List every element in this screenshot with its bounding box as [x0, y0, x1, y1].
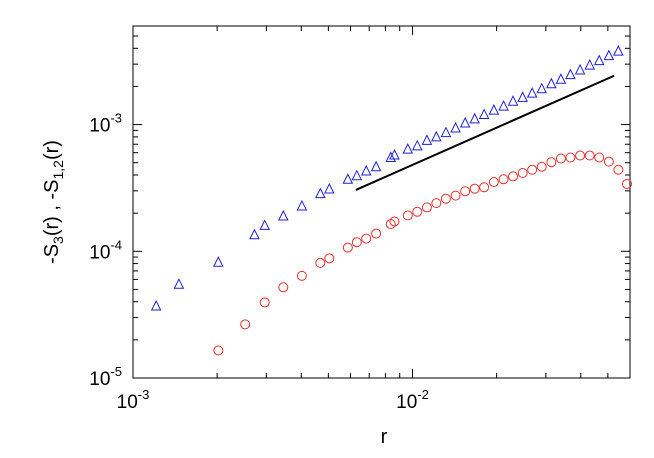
circle-point — [488, 177, 499, 188]
triangle-point — [213, 256, 224, 267]
circle-point — [536, 161, 547, 172]
circle-point — [594, 152, 605, 163]
circle-point — [412, 206, 423, 217]
triangle-point — [385, 151, 397, 162]
plot-frame — [132, 25, 631, 379]
circle-point — [575, 150, 586, 161]
circle-point — [603, 156, 614, 167]
triangle-point — [431, 130, 442, 142]
circle-point — [469, 183, 480, 194]
series-circle — [213, 150, 632, 356]
triangle-point — [324, 182, 335, 194]
triangle-point — [421, 134, 433, 145]
circle-point — [324, 253, 335, 264]
x-axis-label: r — [381, 426, 388, 448]
triangle-point — [411, 139, 423, 151]
triangle-point — [351, 169, 363, 181]
triangle-point — [173, 278, 185, 289]
circle-point — [527, 164, 538, 175]
triangle-point — [389, 148, 400, 160]
triangle-point — [440, 126, 452, 138]
triangle-point — [478, 108, 490, 120]
circle-point — [315, 257, 326, 268]
reference-line-segment — [355, 74, 615, 191]
circle-point — [450, 190, 461, 201]
triangle-point — [315, 187, 326, 199]
triangle-point — [603, 49, 615, 61]
circle-point — [389, 216, 400, 227]
triangle-point — [249, 228, 260, 240]
circle-point — [278, 282, 289, 293]
circle-point — [361, 233, 372, 244]
circle-point — [613, 164, 624, 175]
triangle-point — [584, 58, 596, 70]
y-tick-label: 10-5 — [89, 364, 122, 390]
data-series — [150, 45, 632, 356]
circle-point — [296, 270, 307, 281]
triangle-point — [613, 45, 624, 56]
triangle-point — [488, 104, 500, 115]
x-tick-label: 10-2 — [396, 387, 429, 413]
circle-point — [565, 152, 576, 163]
y-tick-label: 10-3 — [89, 111, 122, 137]
triangle-point — [370, 160, 382, 172]
circle-point — [402, 210, 413, 221]
circle-point — [371, 228, 382, 239]
circle-point — [259, 297, 270, 308]
triangle-point — [450, 121, 461, 133]
triangle-point — [259, 219, 271, 230]
triangle-point — [150, 299, 162, 311]
circle-point — [351, 237, 362, 248]
circle-point — [460, 186, 471, 197]
triangle-point — [296, 199, 308, 211]
circle-point — [498, 174, 509, 185]
triangle-point — [536, 82, 548, 94]
series-triangle — [150, 45, 624, 311]
circle-point — [342, 242, 353, 253]
triangle-point — [526, 87, 538, 98]
triangle-point — [278, 209, 289, 221]
y-tick-label: 10-4 — [89, 237, 122, 263]
y-axis-label: -S3(r) , -S1,2(r) — [41, 140, 66, 264]
triangle-point — [546, 77, 557, 89]
triangle-point — [402, 143, 414, 154]
axis-ticks: 10-3 10-2 10-5 10-4 10-3 — [89, 25, 631, 413]
triangle-point — [593, 54, 605, 66]
circle-point — [240, 319, 251, 330]
circle-point — [517, 167, 528, 178]
circle-point — [555, 153, 566, 164]
triangle-point — [574, 63, 586, 75]
circle-point — [546, 157, 557, 168]
triangle-point — [507, 95, 519, 106]
circle-point — [508, 171, 519, 182]
circle-point — [213, 345, 224, 356]
circle-point — [584, 150, 595, 161]
triangle-point — [342, 173, 354, 184]
triangle-point — [555, 73, 567, 84]
x-tick-label: 10-3 — [117, 387, 150, 413]
triangle-point — [469, 112, 480, 124]
circle-point — [621, 178, 632, 189]
triangle-point — [565, 68, 576, 80]
circle-point — [431, 198, 442, 209]
triangle-point — [517, 91, 528, 102]
circle-point — [479, 182, 490, 193]
circle-point — [440, 193, 451, 204]
reference-line — [355, 74, 615, 191]
circle-point — [421, 202, 432, 213]
triangle-point — [459, 116, 471, 128]
triangle-point — [360, 164, 372, 176]
triangle-point — [498, 99, 509, 111]
